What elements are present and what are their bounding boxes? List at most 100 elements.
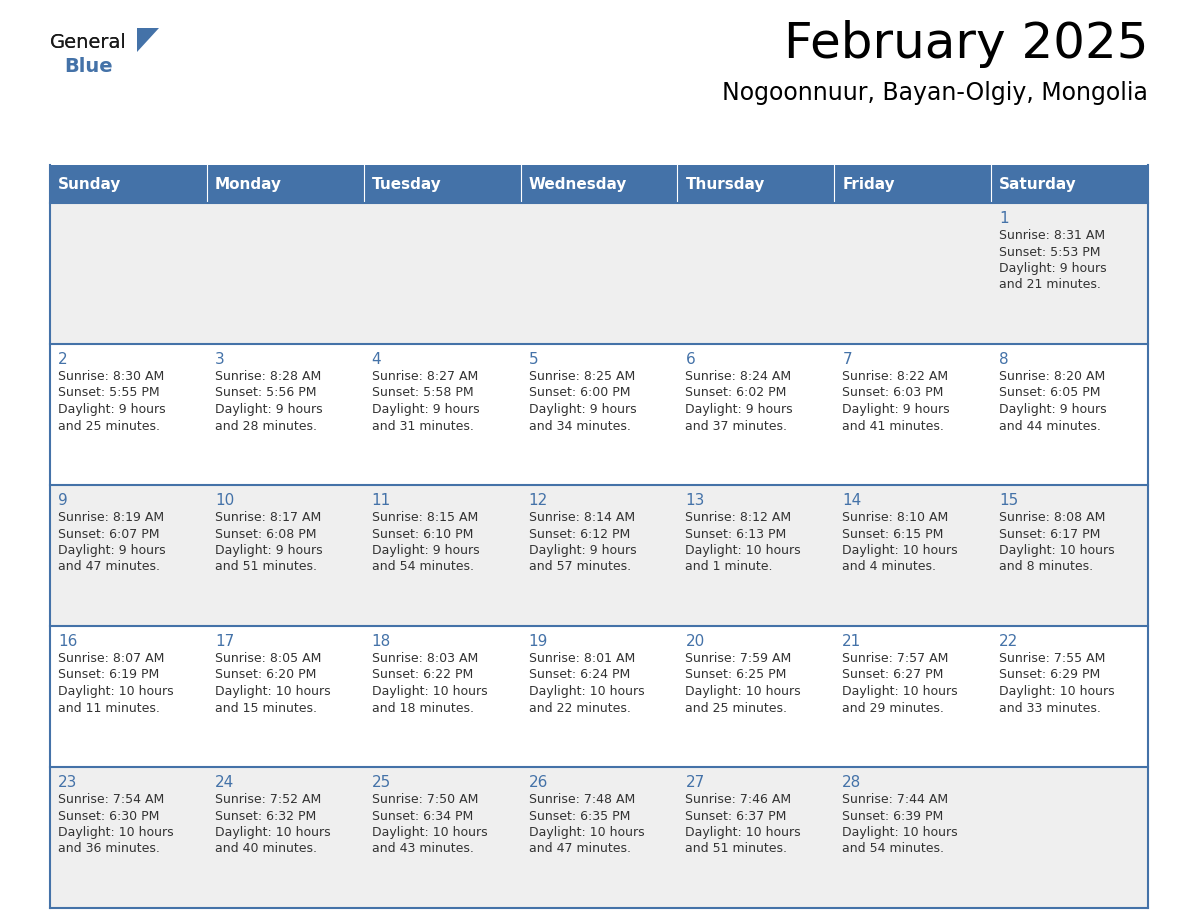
Text: Sunrise: 7:50 AM: Sunrise: 7:50 AM [372, 793, 478, 806]
Text: and 54 minutes.: and 54 minutes. [842, 843, 944, 856]
Text: 27: 27 [685, 775, 704, 790]
Text: Monday: Monday [215, 176, 282, 192]
Text: Wednesday: Wednesday [529, 176, 627, 192]
Text: Daylight: 10 hours: Daylight: 10 hours [999, 544, 1114, 557]
Text: Daylight: 10 hours: Daylight: 10 hours [842, 544, 958, 557]
Bar [50, 485, 1148, 626]
Text: Daylight: 10 hours: Daylight: 10 hours [215, 826, 330, 839]
Text: 17: 17 [215, 634, 234, 649]
Text: and 37 minutes.: and 37 minutes. [685, 420, 788, 432]
Text: Thursday: Thursday [685, 176, 765, 192]
Text: Sunset: 6:13 PM: Sunset: 6:13 PM [685, 528, 786, 541]
Text: 7: 7 [842, 352, 852, 367]
Text: 11: 11 [372, 493, 391, 508]
Text: 22: 22 [999, 634, 1018, 649]
Text: 21: 21 [842, 634, 861, 649]
Text: Saturday: Saturday [999, 176, 1076, 192]
Text: Sunset: 6:05 PM: Sunset: 6:05 PM [999, 386, 1100, 399]
Text: Sunset: 6:12 PM: Sunset: 6:12 PM [529, 528, 630, 541]
Text: Nogoonnuur, Bayan-Olgiy, Mongolia: Nogoonnuur, Bayan-Olgiy, Mongolia [722, 81, 1148, 105]
Text: Sunset: 5:55 PM: Sunset: 5:55 PM [58, 386, 159, 399]
Text: Daylight: 9 hours: Daylight: 9 hours [215, 403, 322, 416]
Text: and 33 minutes.: and 33 minutes. [999, 701, 1101, 714]
Text: Sunrise: 7:54 AM: Sunrise: 7:54 AM [58, 793, 164, 806]
Text: Daylight: 10 hours: Daylight: 10 hours [685, 826, 801, 839]
Text: 12: 12 [529, 493, 548, 508]
Text: and 57 minutes.: and 57 minutes. [529, 561, 631, 574]
Text: Daylight: 10 hours: Daylight: 10 hours [529, 685, 644, 698]
Text: Sunset: 6:02 PM: Sunset: 6:02 PM [685, 386, 786, 399]
Text: Sunday: Sunday [58, 176, 121, 192]
Bar [50, 626, 1148, 767]
Bar [50, 165, 207, 203]
Text: 13: 13 [685, 493, 704, 508]
Text: and 41 minutes.: and 41 minutes. [842, 420, 944, 432]
Text: Sunset: 6:27 PM: Sunset: 6:27 PM [842, 668, 943, 681]
Text: and 22 minutes.: and 22 minutes. [529, 701, 631, 714]
Text: and 11 minutes.: and 11 minutes. [58, 701, 160, 714]
Text: 6: 6 [685, 352, 695, 367]
Text: and 34 minutes.: and 34 minutes. [529, 420, 631, 432]
Text: Daylight: 10 hours: Daylight: 10 hours [999, 685, 1114, 698]
Text: and 8 minutes.: and 8 minutes. [999, 561, 1093, 574]
Text: 18: 18 [372, 634, 391, 649]
Text: and 44 minutes.: and 44 minutes. [999, 420, 1101, 432]
Text: Sunset: 6:30 PM: Sunset: 6:30 PM [58, 810, 159, 823]
Text: Sunset: 6:00 PM: Sunset: 6:00 PM [529, 386, 630, 399]
Text: Tuesday: Tuesday [372, 176, 442, 192]
Text: 9: 9 [58, 493, 68, 508]
Text: 14: 14 [842, 493, 861, 508]
Bar [677, 165, 834, 203]
Text: Sunrise: 7:52 AM: Sunrise: 7:52 AM [215, 793, 321, 806]
Text: Sunrise: 8:19 AM: Sunrise: 8:19 AM [58, 511, 164, 524]
Text: Sunset: 5:58 PM: Sunset: 5:58 PM [372, 386, 473, 399]
Text: Daylight: 10 hours: Daylight: 10 hours [685, 685, 801, 698]
Text: 24: 24 [215, 775, 234, 790]
Text: Sunrise: 8:30 AM: Sunrise: 8:30 AM [58, 370, 164, 383]
Text: Sunrise: 8:28 AM: Sunrise: 8:28 AM [215, 370, 321, 383]
Text: Sunrise: 7:55 AM: Sunrise: 7:55 AM [999, 652, 1106, 665]
Text: Daylight: 9 hours: Daylight: 9 hours [372, 403, 479, 416]
Bar [991, 165, 1148, 203]
Text: 10: 10 [215, 493, 234, 508]
Text: 26: 26 [529, 775, 548, 790]
Text: Daylight: 10 hours: Daylight: 10 hours [529, 826, 644, 839]
Text: Sunrise: 8:08 AM: Sunrise: 8:08 AM [999, 511, 1106, 524]
Text: Sunset: 6:15 PM: Sunset: 6:15 PM [842, 528, 943, 541]
Text: and 4 minutes.: and 4 minutes. [842, 561, 936, 574]
Text: Sunset: 6:19 PM: Sunset: 6:19 PM [58, 668, 159, 681]
Text: and 47 minutes.: and 47 minutes. [529, 843, 631, 856]
Text: Blue: Blue [64, 57, 113, 76]
Text: Sunset: 5:53 PM: Sunset: 5:53 PM [999, 245, 1100, 259]
Text: Daylight: 9 hours: Daylight: 9 hours [372, 544, 479, 557]
Text: Sunrise: 8:12 AM: Sunrise: 8:12 AM [685, 511, 791, 524]
Text: and 43 minutes.: and 43 minutes. [372, 843, 474, 856]
Text: Sunrise: 7:46 AM: Sunrise: 7:46 AM [685, 793, 791, 806]
Text: 2: 2 [58, 352, 68, 367]
Text: Sunset: 6:22 PM: Sunset: 6:22 PM [372, 668, 473, 681]
Text: and 51 minutes.: and 51 minutes. [685, 843, 788, 856]
Text: Daylight: 10 hours: Daylight: 10 hours [215, 685, 330, 698]
Text: Daylight: 9 hours: Daylight: 9 hours [999, 403, 1107, 416]
Text: Sunrise: 8:27 AM: Sunrise: 8:27 AM [372, 370, 478, 383]
Text: Sunset: 6:34 PM: Sunset: 6:34 PM [372, 810, 473, 823]
Text: Sunset: 6:35 PM: Sunset: 6:35 PM [529, 810, 630, 823]
Text: Daylight: 10 hours: Daylight: 10 hours [372, 826, 487, 839]
Text: and 54 minutes.: and 54 minutes. [372, 561, 474, 574]
Text: Sunrise: 8:31 AM: Sunrise: 8:31 AM [999, 229, 1105, 242]
Text: 3: 3 [215, 352, 225, 367]
Text: Sunrise: 7:59 AM: Sunrise: 7:59 AM [685, 652, 791, 665]
Text: 5: 5 [529, 352, 538, 367]
Text: and 47 minutes.: and 47 minutes. [58, 561, 160, 574]
Text: Daylight: 10 hours: Daylight: 10 hours [685, 544, 801, 557]
Text: Sunrise: 7:44 AM: Sunrise: 7:44 AM [842, 793, 948, 806]
Text: 28: 28 [842, 775, 861, 790]
Text: and 36 minutes.: and 36 minutes. [58, 843, 160, 856]
Text: Sunrise: 8:05 AM: Sunrise: 8:05 AM [215, 652, 321, 665]
Text: Daylight: 9 hours: Daylight: 9 hours [529, 544, 637, 557]
Text: Sunrise: 8:25 AM: Sunrise: 8:25 AM [529, 370, 634, 383]
Text: and 15 minutes.: and 15 minutes. [215, 701, 317, 714]
Polygon shape [137, 28, 159, 52]
Text: Daylight: 9 hours: Daylight: 9 hours [529, 403, 637, 416]
Text: Sunrise: 8:10 AM: Sunrise: 8:10 AM [842, 511, 948, 524]
